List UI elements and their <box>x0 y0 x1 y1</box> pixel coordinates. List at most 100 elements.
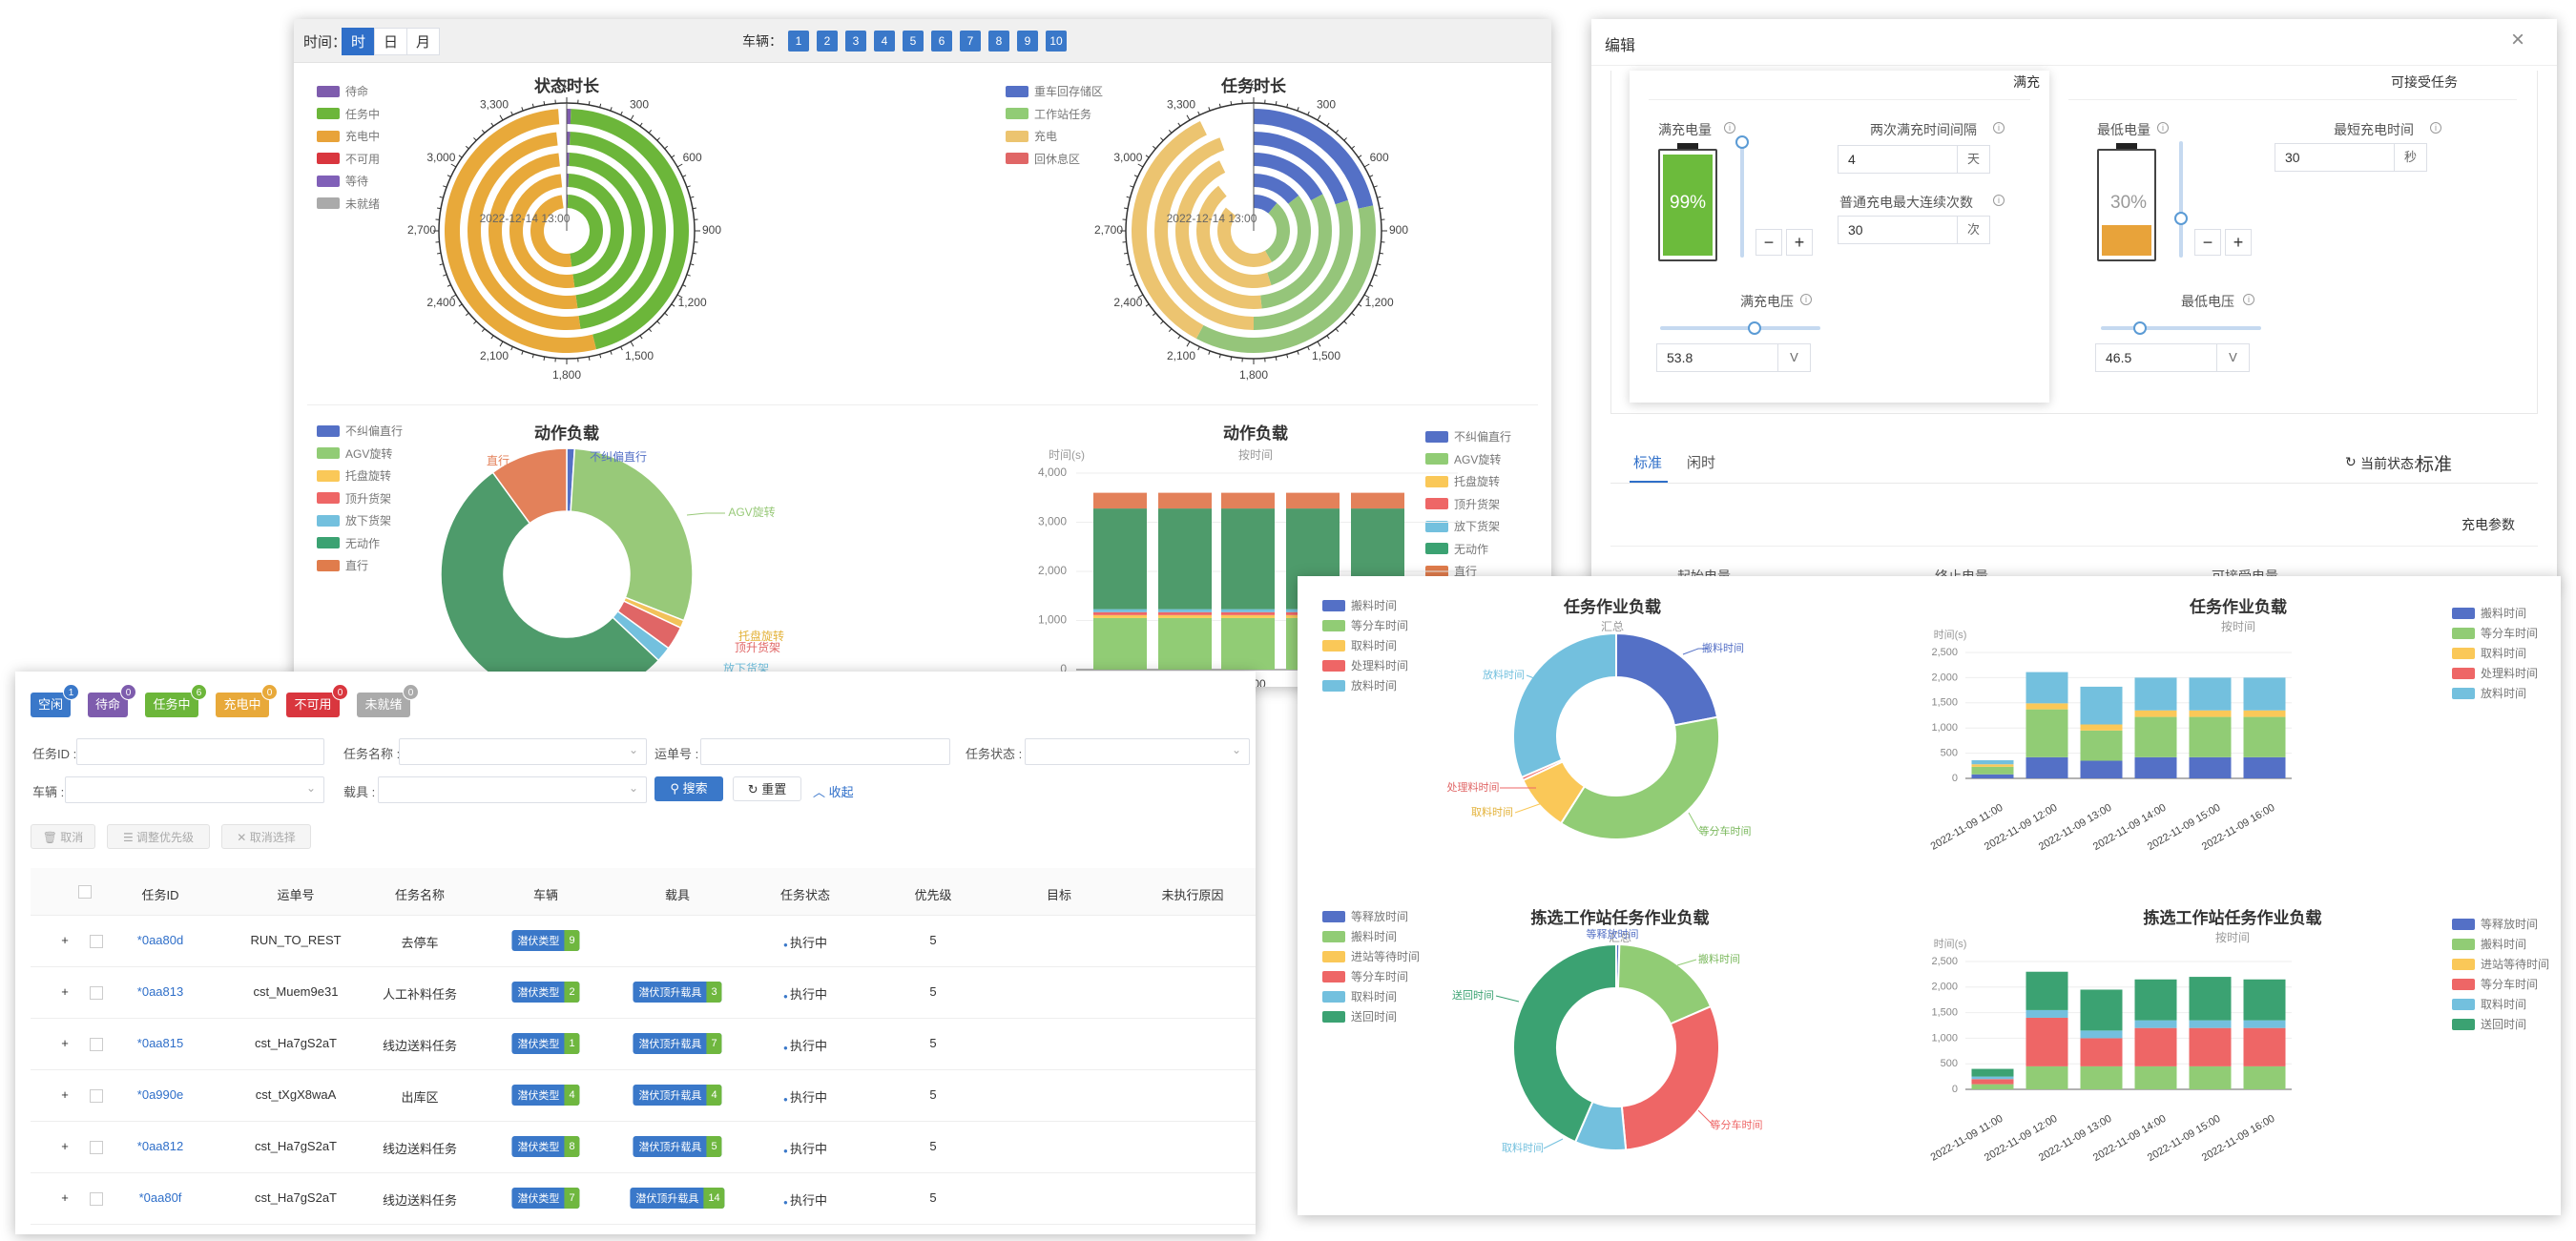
legend-item[interactable]: 搬料时间 <box>1322 926 1420 946</box>
legend-item[interactable]: 回休息区 <box>1006 148 1103 171</box>
legend-item[interactable]: 等释放时间 <box>1322 906 1420 926</box>
task-id-link[interactable]: *0a990e <box>136 1087 184 1102</box>
vehicle-button-7[interactable]: 7 <box>960 31 981 52</box>
legend-item[interactable]: 未就绪 <box>317 193 380 216</box>
legend-item[interactable]: 放料时间 <box>2452 683 2538 703</box>
full-voltage-slider-handle[interactable] <box>1748 321 1761 335</box>
legend-item[interactable]: 等释放时间 <box>2452 914 2549 934</box>
legend-item[interactable]: 托盘旋转 <box>317 465 403 487</box>
close-icon[interactable]: × <box>2511 27 2525 52</box>
legend-item[interactable]: AGV旋转 <box>1425 448 1511 471</box>
legend-item[interactable]: 等分车时间 <box>1322 615 1408 635</box>
column-header[interactable]: 任务状态 <box>779 888 831 902</box>
task-id-link[interactable]: *0aa813 <box>136 984 184 999</box>
decrement-button[interactable]: − <box>2194 229 2221 256</box>
legend-item[interactable]: 放料时间 <box>1322 675 1408 695</box>
legend-item[interactable]: 搬料时间 <box>2452 603 2538 623</box>
vehicle-button-8[interactable]: 8 <box>988 31 1009 52</box>
status-button-2[interactable]: 任务中 6 <box>145 684 207 717</box>
increment-button[interactable]: + <box>1786 229 1813 256</box>
legend-item[interactable]: 取料时间 <box>1322 635 1408 655</box>
vehicle-button-9[interactable]: 9 <box>1017 31 1038 52</box>
legend-item[interactable]: 取料时间 <box>2452 643 2538 663</box>
status-button-4[interactable]: 不可用 0 <box>286 684 348 717</box>
legend-item[interactable]: 送回时间 <box>2452 1014 2549 1034</box>
legend-item[interactable]: 充电中 <box>317 125 380 148</box>
expand-icon[interactable]: + <box>61 984 69 999</box>
legend-item[interactable]: 搬料时间 <box>1322 595 1408 615</box>
min-time-input[interactable]: 30 秒 <box>2275 143 2427 172</box>
expand-icon[interactable]: + <box>61 1139 69 1153</box>
legend-item[interactable]: 放下货架 <box>317 509 403 532</box>
increment-button[interactable]: + <box>2225 229 2252 256</box>
full-voltage-slider-track[interactable] <box>1660 326 1820 330</box>
expand-icon[interactable]: + <box>61 1087 69 1102</box>
legend-item[interactable]: 无动作 <box>317 532 403 555</box>
waybill-input[interactable] <box>700 738 950 765</box>
reset-button[interactable]: ↻ 重置 <box>733 776 801 801</box>
status-button-5[interactable]: 未就绪 0 <box>357 684 419 717</box>
legend-item[interactable]: 处理料时间 <box>2452 663 2538 683</box>
row-checkbox[interactable] <box>90 935 103 948</box>
vehicle-button-10[interactable]: 10 <box>1046 31 1067 52</box>
legend-item[interactable]: 等分车时间 <box>1322 966 1420 986</box>
collapse-link[interactable]: ︿ 收起 <box>813 782 854 800</box>
vehicle-button-4[interactable]: 4 <box>874 31 895 52</box>
expand-icon[interactable]: + <box>61 1036 69 1050</box>
legend-item[interactable]: 放下货架 <box>1425 515 1511 538</box>
table-row[interactable]: + *0aa80d RUN_TO_REST 去停车 潜伏类型 9 ● 执行中 5 <box>31 916 1256 967</box>
table-row[interactable]: + *0aa80f cst_Ha7gS2aT 线边送料任务 潜伏类型 7 潜伏顶升载具 14 ●… <box>31 1173 1256 1225</box>
legend-item[interactable]: 托盘旋转 <box>1425 470 1511 493</box>
row-checkbox[interactable] <box>90 1038 103 1051</box>
min-battery-slider-track[interactable] <box>2179 141 2183 258</box>
legend-item[interactable]: 处理料时间 <box>1322 655 1408 675</box>
legend-item[interactable]: 重车回存储区 <box>1006 80 1103 103</box>
vehicle-button-3[interactable]: 3 <box>845 31 866 52</box>
time-button-hour[interactable]: 时 <box>342 28 376 55</box>
column-header[interactable]: 车辆 <box>532 888 559 902</box>
search-button[interactable]: ⚲ 搜索 <box>654 776 723 801</box>
time-button-month[interactable]: 月 <box>406 28 441 55</box>
row-checkbox[interactable] <box>90 986 103 1000</box>
vehicle-button-2[interactable]: 2 <box>817 31 838 52</box>
column-header[interactable]: 任务ID <box>141 888 179 902</box>
task-name-select[interactable]: ⌄ <box>399 738 647 765</box>
max-count-input[interactable]: 30 次 <box>1838 216 1990 244</box>
task-id-link[interactable]: *0aa815 <box>136 1036 184 1050</box>
legend-item[interactable]: 工作站任务 <box>1006 103 1103 126</box>
task-id-link[interactable]: *0aa80f <box>138 1190 182 1205</box>
task-id-input[interactable] <box>76 738 324 765</box>
legend-item[interactable]: 进站等待时间 <box>2452 954 2549 974</box>
legend-item[interactable]: 直行 <box>317 554 403 577</box>
carrier-select[interactable]: ⌄ <box>378 776 647 803</box>
min-battery-slider-handle[interactable] <box>2174 212 2188 225</box>
row-checkbox[interactable] <box>90 1141 103 1154</box>
task-id-link[interactable]: *0aa812 <box>136 1139 184 1153</box>
legend-item[interactable]: 不纠偏直行 <box>317 420 403 443</box>
legend-item[interactable]: 无动作 <box>1425 538 1511 561</box>
refresh-icon[interactable]: ↻ <box>2345 454 2357 469</box>
expand-icon[interactable]: + <box>61 1190 69 1205</box>
legend-item[interactable]: 顶升货架 <box>317 487 403 510</box>
column-header[interactable]: 运单号 <box>277 888 315 902</box>
full-voltage-input[interactable]: 53.8 V <box>1656 343 1811 372</box>
min-voltage-slider-track[interactable] <box>2101 326 2261 330</box>
cancel-task-button[interactable]: 🗑 取消 <box>31 824 95 849</box>
tab-idle[interactable]: 闲时 <box>1687 455 1716 471</box>
legend-item[interactable]: AGV旋转 <box>317 443 403 465</box>
row-checkbox[interactable] <box>90 1089 103 1103</box>
legend-item[interactable]: 等分车时间 <box>2452 623 2538 643</box>
status-button-3[interactable]: 充电中 0 <box>216 684 278 717</box>
row-checkbox[interactable] <box>90 1192 103 1206</box>
column-header[interactable]: 优先级 <box>914 888 952 902</box>
vehicle-button-5[interactable]: 5 <box>903 31 924 52</box>
legend-item[interactable]: 搬料时间 <box>2452 934 2549 954</box>
table-row[interactable]: + *0a990e cst_tXgX8waA 出库区 潜伏类型 4 潜伏顶升载具 4 ● 执行中… <box>31 1070 1256 1122</box>
column-header[interactable]: 目标 <box>1046 888 1072 902</box>
full-battery-slider-handle[interactable] <box>1735 135 1749 149</box>
task-id-link[interactable]: *0aa80d <box>136 933 184 947</box>
header-checkbox[interactable] <box>78 885 92 899</box>
legend-item[interactable]: 待命 <box>317 80 380 103</box>
table-row[interactable]: + *0aa812 cst_Ha7gS2aT 线边送料任务 潜伏类型 8 潜伏顶升载具 5 ● … <box>31 1122 1256 1173</box>
